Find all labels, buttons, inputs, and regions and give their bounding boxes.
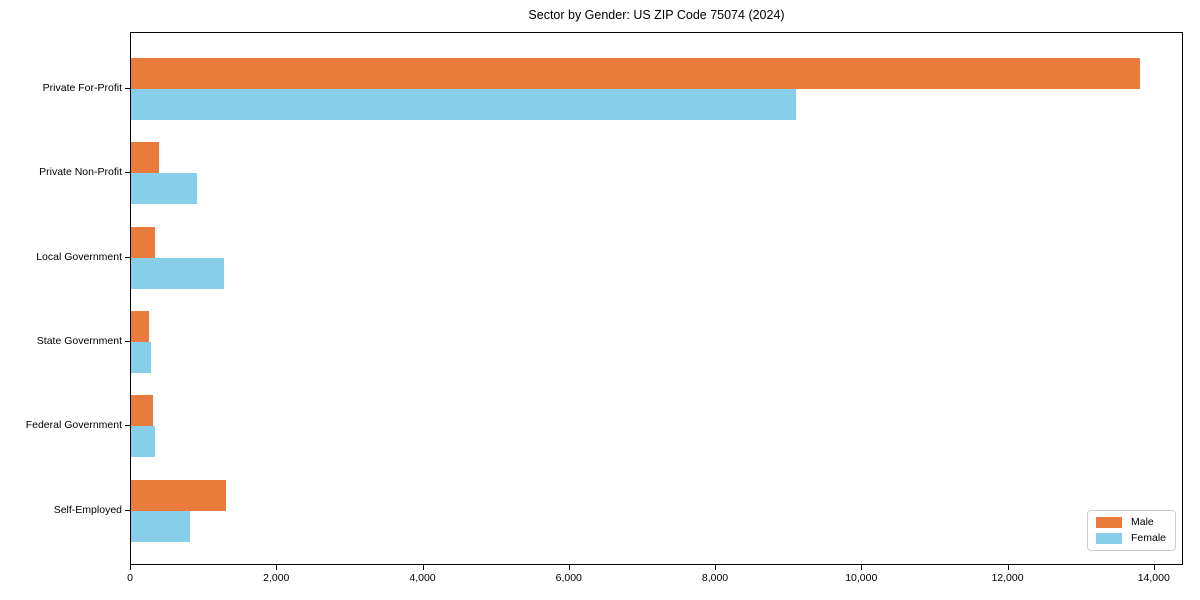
bar-female-private-for-profit [131, 89, 797, 120]
legend-swatch-female [1095, 532, 1122, 544]
legend-label-male: Male [1130, 516, 1154, 528]
x-tick-mark [1153, 565, 1155, 570]
x-tick-label-12000: 12,000 [991, 572, 1024, 584]
plot-area: Male Female [130, 32, 1183, 565]
bar-female-self-employed [131, 510, 191, 542]
bar-female-local-government [131, 257, 224, 289]
y-tick-label-local-government: Local Government [36, 250, 122, 263]
x-tick-mark [715, 565, 717, 570]
bar-male-federal-government [131, 395, 153, 427]
y-tick-mark [125, 509, 130, 511]
legend-item-female: Female [1095, 532, 1166, 544]
y-tick-mark [125, 256, 130, 258]
x-tick-label-6000: 6,000 [555, 572, 582, 584]
legend-label-female: Female [1130, 532, 1166, 544]
bar-male-private-for-profit [131, 58, 1141, 89]
x-tick-label-14000: 14,000 [1137, 572, 1170, 584]
x-tick-mark [861, 565, 863, 570]
y-tick-mark [125, 172, 130, 174]
y-tick-label-self-employed: Self-Employed [53, 503, 122, 516]
x-tick-label-8000: 8,000 [701, 572, 729, 584]
y-tick-mark [125, 425, 130, 427]
legend-item-male: Male [1095, 516, 1166, 528]
bar-female-federal-government [131, 426, 156, 458]
x-tick-mark [130, 565, 132, 570]
bar-male-local-government [131, 226, 156, 258]
x-tick-mark [276, 565, 278, 570]
x-tick-label-4000: 4,000 [409, 572, 436, 584]
y-tick-label-private-for-profit: Private For-Profit [42, 82, 122, 94]
x-tick-mark [1007, 565, 1009, 570]
x-tick-label-2000: 2,000 [263, 572, 290, 584]
bar-female-private-non-profit [131, 173, 197, 205]
legend-swatch-male [1095, 516, 1122, 528]
x-tick-mark [422, 565, 424, 570]
legend: Male Female [1086, 510, 1176, 551]
x-tick-label-10000: 10,000 [845, 572, 878, 584]
bar-male-self-employed [131, 479, 227, 511]
y-tick-label-private-non-profit: Private Non-Profit [39, 166, 122, 179]
y-tick-label-federal-government: Federal Government [25, 419, 122, 432]
y-tick-label-state-government: State Government [36, 334, 122, 347]
x-tick-label-0: 0 [127, 572, 133, 584]
bar-male-private-non-profit [131, 142, 159, 174]
x-tick-mark [568, 565, 570, 570]
y-tick-mark [125, 340, 130, 343]
chart-title: Sector by Gender: US ZIP Code 75074 (202… [528, 8, 785, 22]
bar-female-state-government [131, 341, 152, 373]
y-tick-mark [125, 88, 130, 90]
bar-male-state-government [131, 310, 149, 342]
